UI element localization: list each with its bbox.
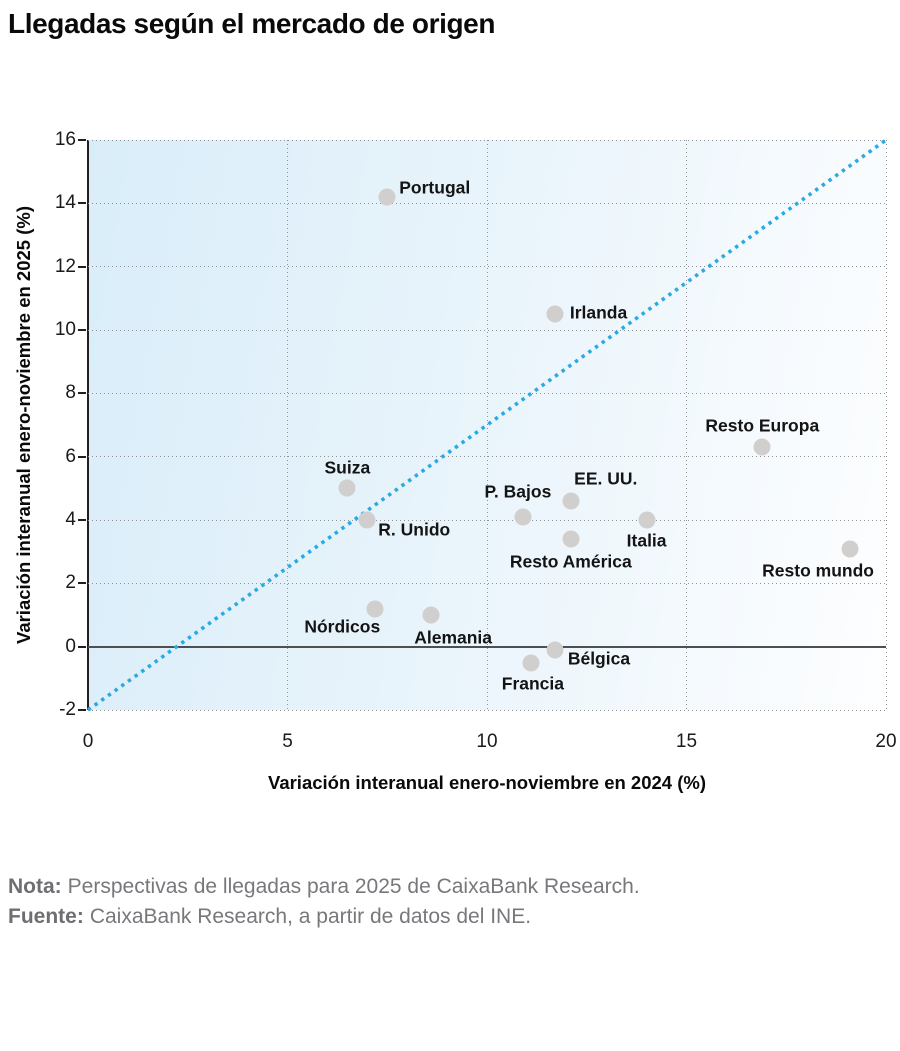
- y-tick-mark: [78, 709, 86, 711]
- x-tick-label: 5: [282, 731, 293, 752]
- y-tick-mark: [78, 392, 86, 395]
- data-point: [638, 511, 656, 529]
- chart-notes: Nota: Perspectivas de llegadas para 2025 …: [8, 872, 640, 932]
- y-tick-label: 16: [54, 129, 76, 150]
- data-point: [562, 530, 580, 548]
- source-line: Fuente: CaixaBank Research, a partir de d…: [8, 902, 640, 932]
- point-label: Italia: [626, 530, 667, 551]
- data-point: [514, 508, 532, 526]
- y-tick-label: 10: [54, 319, 76, 340]
- y-tick-mark: [78, 329, 86, 331]
- gridline-vertical: [686, 140, 687, 710]
- y-tick-label: 2: [65, 572, 76, 594]
- data-point: [841, 540, 859, 557]
- y-tick-mark: [78, 202, 86, 205]
- point-label: Bélgica: [567, 648, 631, 669]
- source-label: Fuente:: [8, 905, 84, 928]
- x-axis-title: Variación interanual enero-noviembre en …: [268, 772, 706, 793]
- y-tick-label: 4: [65, 509, 76, 530]
- y-tick-label: -2: [59, 699, 76, 720]
- point-label: Suiza: [324, 457, 371, 478]
- data-point: [522, 654, 540, 671]
- y-tick-label: 0: [65, 635, 76, 657]
- y-tick-label: 12: [54, 255, 76, 277]
- y-tick-mark: [78, 265, 86, 268]
- x-tick-label: 0: [82, 731, 94, 752]
- x-tick-label: 10: [476, 731, 498, 752]
- data-point: [562, 492, 580, 510]
- data-point: [546, 641, 564, 659]
- point-label: P. Bajos: [484, 481, 552, 502]
- chart-title: Llegadas según el mercado de origen: [8, 8, 496, 39]
- y-axis-title: Variación interanual enero-noviembre en …: [13, 206, 34, 644]
- y-tick-mark: [78, 519, 86, 521]
- y-tick-label: 14: [54, 192, 76, 214]
- note-label: Nota:: [8, 875, 62, 898]
- data-point: [753, 438, 771, 456]
- plot-area: Portugal Irlanda Resto Europa Suiza R. Unido…: [86, 138, 888, 712]
- point-label: Nórdicos: [304, 616, 381, 637]
- y-tick-mark: [78, 455, 86, 458]
- point-label: Resto América: [509, 551, 632, 572]
- gridline-vertical: [287, 140, 288, 710]
- data-point: [546, 305, 564, 323]
- gridline-vertical: [885, 140, 887, 710]
- gridline-vertical: [486, 140, 488, 710]
- y-tick-label: 8: [65, 382, 76, 404]
- y-tick-mark: [78, 139, 86, 141]
- point-label: Resto mundo: [762, 560, 874, 580]
- point-label: Resto Europa: [705, 415, 820, 436]
- x-tick-label: 20: [875, 731, 897, 752]
- y-tick-label: 6: [65, 445, 76, 467]
- data-point: [366, 600, 384, 618]
- x-tick-label: 15: [675, 731, 698, 752]
- point-label: Irlanda: [569, 302, 628, 323]
- y-axis-line: [87, 140, 89, 710]
- data-point: [422, 606, 440, 624]
- note-line: Nota: Perspectivas de llegadas para 2025 …: [8, 872, 640, 902]
- note-text: Perspectivas de llegadas para 2025 de Ca…: [67, 875, 640, 898]
- point-label: Alemania: [414, 627, 493, 648]
- y-tick-mark: [78, 582, 86, 585]
- data-point: [378, 188, 396, 206]
- y-tick-mark: [78, 645, 86, 648]
- data-point: [338, 479, 356, 497]
- point-label: Francia: [501, 673, 564, 693]
- point-label: R. Unido: [378, 519, 451, 540]
- zero-line: [88, 645, 886, 648]
- data-point: [358, 511, 376, 529]
- source-text: CaixaBank Research, a partir de datos de…: [89, 905, 532, 928]
- point-label: EE. UU.: [574, 468, 638, 489]
- point-label: Portugal: [399, 177, 471, 198]
- gridline-horizontal: [88, 709, 886, 711]
